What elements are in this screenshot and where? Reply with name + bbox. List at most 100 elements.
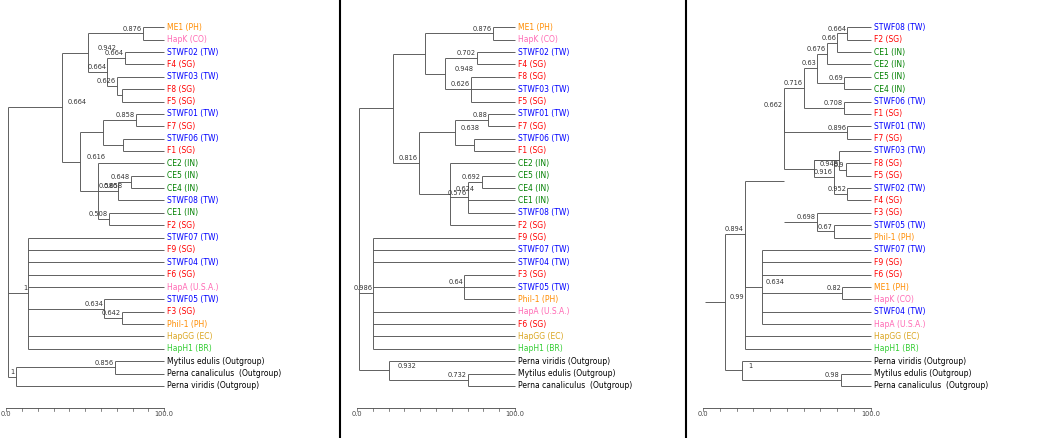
Text: 0.638: 0.638 [461,124,480,131]
Text: 1: 1 [10,369,15,375]
Text: 0.664: 0.664 [827,26,846,32]
Text: 0.648: 0.648 [111,174,130,180]
Text: F1 (SG): F1 (SG) [518,146,547,155]
Text: STWF08 (TW): STWF08 (TW) [168,196,219,205]
Text: F4 (SG): F4 (SG) [168,60,196,69]
Text: ME1 (PH): ME1 (PH) [874,283,909,292]
Text: ME1 (PH): ME1 (PH) [518,23,553,32]
Text: F6 (SG): F6 (SG) [168,270,196,279]
Text: F8 (SG): F8 (SG) [874,159,903,168]
Text: CE2 (IN): CE2 (IN) [518,159,549,168]
Text: Perna viridis (Outgroup): Perna viridis (Outgroup) [874,357,966,366]
Text: F6 (SG): F6 (SG) [518,320,547,328]
Text: HapA (U.S.A.): HapA (U.S.A.) [874,320,926,328]
Text: 1: 1 [749,363,753,369]
Text: 0.616: 0.616 [86,154,105,160]
Text: CE2 (IN): CE2 (IN) [168,159,198,168]
Text: 100.0: 100.0 [155,411,174,417]
Text: STWF04 (TW): STWF04 (TW) [518,258,570,267]
Text: CE5 (IN): CE5 (IN) [874,72,906,81]
Text: F1 (SG): F1 (SG) [168,146,196,155]
Text: 0.894: 0.894 [725,226,744,232]
Text: STWF01 (TW): STWF01 (TW) [168,110,219,118]
Text: 0.948: 0.948 [454,66,473,72]
Text: STWF08 (TW): STWF08 (TW) [518,208,570,217]
Text: CE5 (IN): CE5 (IN) [518,171,550,180]
Text: 0.66: 0.66 [821,35,837,41]
Text: HapH1 (BR): HapH1 (BR) [168,344,213,353]
Text: CE1 (IN): CE1 (IN) [168,208,198,217]
Text: 0.98: 0.98 [825,372,840,378]
Text: F3 (SG): F3 (SG) [168,307,196,316]
Text: 0.916: 0.916 [814,170,832,175]
Text: STWF03 (TW): STWF03 (TW) [168,72,219,81]
Text: 0.9: 0.9 [834,162,845,168]
Text: F4 (SG): F4 (SG) [874,196,903,205]
Text: 0.698: 0.698 [797,214,816,220]
Text: F7 (SG): F7 (SG) [518,122,547,131]
Text: 100.0: 100.0 [506,411,525,417]
Text: STWF03 (TW): STWF03 (TW) [518,85,570,94]
Text: STWF04 (TW): STWF04 (TW) [874,307,926,316]
Text: HapK (CO): HapK (CO) [518,35,558,44]
Text: STWF03 (TW): STWF03 (TW) [874,146,926,155]
Text: 0.676: 0.676 [807,46,826,52]
Text: Perna viridis (Outgroup): Perna viridis (Outgroup) [518,357,610,366]
Text: HapA (U.S.A.): HapA (U.S.A.) [168,283,219,292]
Text: 0.948: 0.948 [820,161,839,167]
Text: 0.626: 0.626 [450,81,470,87]
Text: STWF05 (TW): STWF05 (TW) [518,283,570,292]
Text: CE1 (IN): CE1 (IN) [518,196,549,205]
Text: F7 (SG): F7 (SG) [874,134,903,143]
Text: CE1 (IN): CE1 (IN) [874,48,906,57]
Text: STWF06 (TW): STWF06 (TW) [874,97,926,106]
Text: STWF06 (TW): STWF06 (TW) [168,134,219,143]
Text: 0.82: 0.82 [826,285,841,291]
Text: F2 (SG): F2 (SG) [874,35,903,44]
Text: 0.634: 0.634 [766,279,785,285]
Text: STWF05 (TW): STWF05 (TW) [168,295,219,304]
Text: STWF05 (TW): STWF05 (TW) [874,221,926,230]
Text: ME1 (PH): ME1 (PH) [168,23,202,32]
Text: F8 (SG): F8 (SG) [518,72,547,81]
Text: STWF01 (TW): STWF01 (TW) [518,110,570,118]
Text: 0.716: 0.716 [783,80,803,86]
Text: STWF08 (TW): STWF08 (TW) [874,23,926,32]
Text: CE5 (IN): CE5 (IN) [168,171,199,180]
Text: 0.664: 0.664 [87,64,107,70]
Text: F9 (SG): F9 (SG) [518,233,547,242]
Text: 0.876: 0.876 [472,26,492,32]
Text: Phil-1 (PH): Phil-1 (PH) [518,295,558,304]
Text: 0.986: 0.986 [353,285,372,291]
Text: 0.626: 0.626 [96,78,116,84]
Text: 0.702: 0.702 [456,50,476,57]
Text: F1 (SG): F1 (SG) [874,110,903,118]
Text: 0.0: 0.0 [1,411,12,417]
Text: STWF01 (TW): STWF01 (TW) [874,122,926,131]
Text: Perna viridis (Outgroup): Perna viridis (Outgroup) [168,381,260,390]
Text: Phil-1 (PH): Phil-1 (PH) [874,233,914,242]
Text: HapGG (EC): HapGG (EC) [168,332,213,341]
Text: 0.634: 0.634 [84,301,104,307]
Text: 0.662: 0.662 [763,102,782,108]
Text: 0.0: 0.0 [352,411,362,417]
Text: 0.658: 0.658 [104,184,122,189]
Text: HapH1 (BR): HapH1 (BR) [874,344,919,353]
Text: CE4 (IN): CE4 (IN) [518,184,550,193]
Text: CE4 (IN): CE4 (IN) [168,184,199,193]
Text: Mytilus edulis (Outgroup): Mytilus edulis (Outgroup) [518,369,616,378]
Text: HapA (U.S.A.): HapA (U.S.A.) [518,307,570,316]
Text: F2 (SG): F2 (SG) [518,221,547,230]
Text: 0.816: 0.816 [399,155,418,162]
Text: 0.664: 0.664 [67,99,86,106]
Text: 0.99: 0.99 [729,294,743,300]
Text: 0.896: 0.896 [827,124,846,131]
Text: 0.67: 0.67 [818,223,832,230]
Text: 0.586: 0.586 [98,184,117,189]
Text: 100.0: 100.0 [862,411,881,417]
Text: HapGG (EC): HapGG (EC) [518,332,563,341]
Text: STWF04 (TW): STWF04 (TW) [168,258,219,267]
Text: F5 (SG): F5 (SG) [518,97,547,106]
Text: HapGG (EC): HapGG (EC) [874,332,919,341]
Text: 0.732: 0.732 [447,372,467,378]
